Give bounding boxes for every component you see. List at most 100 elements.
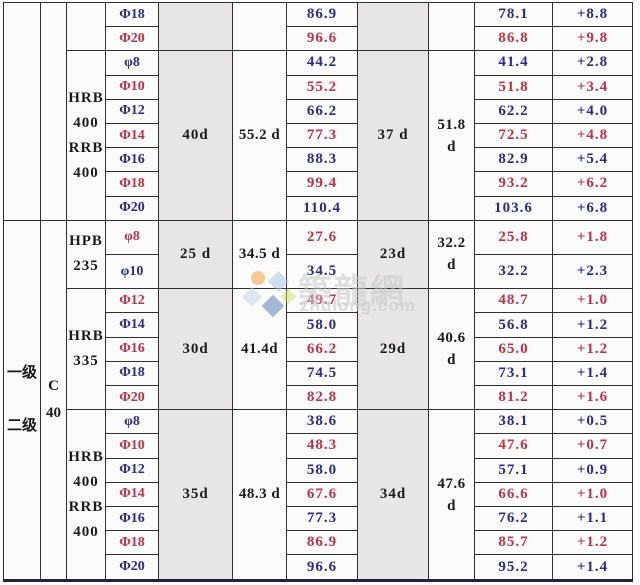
table-body: Φ18 86.9 78.1 +8.8 Φ20 96.6 86.8 +9.8 HRB 400 RRB 4…: [3, 1, 633, 582]
label-line: 40: [46, 404, 61, 421]
label-line: HPB: [69, 233, 103, 250]
diameter-cell: Φ14: [105, 312, 159, 338]
diameter-cell: φ8: [105, 50, 159, 76]
delta-cell: +1.1: [552, 505, 633, 532]
anchorage-value-cell: 86.9: [286, 1, 358, 28]
delta-cell: +1.2: [552, 336, 633, 362]
delta-cell: +4.8: [552, 122, 633, 149]
table-row: Φ18 86.9 78.1 +8.8: [3, 1, 633, 221]
anchorage-value-cell: 86.9: [286, 530, 358, 556]
delta-cell: +1.4: [552, 554, 633, 581]
lap-value-cell: 62.2: [474, 98, 553, 124]
lap-value-cell: 78.1: [474, 1, 553, 28]
diameter-cell: Φ18: [105, 1, 159, 28]
lap-value-cell: 38.1: [474, 409, 553, 435]
lap-length-cell: 51.8 d: [428, 50, 475, 221]
anchorage-value-cell: 48.3: [286, 433, 358, 459]
label-line: 335: [73, 353, 99, 370]
lap-value-cell: 76.2: [474, 505, 553, 532]
diameter-cell: Φ16: [105, 336, 159, 362]
anchorage-value-cell: 82.8: [286, 384, 358, 411]
lap-multiplier-cell: 23d: [357, 219, 429, 290]
lap-value-cell: 81.2: [474, 384, 553, 411]
label-line: d: [447, 138, 456, 155]
anchorage-value-cell: 66.2: [286, 336, 358, 362]
delta-cell: +1.0: [552, 481, 633, 507]
diameter-cell: Φ14: [105, 481, 159, 507]
anchorage-multiplier-cell: [158, 1, 233, 52]
diameter-cell: Φ20: [105, 195, 159, 221]
diameter-cell: φ10: [105, 253, 159, 290]
lap-value-cell: 85.7: [474, 530, 553, 556]
label-line: 32.2: [437, 235, 466, 252]
label-line: d: [447, 257, 456, 274]
label-line: 47.6: [437, 475, 466, 492]
lap-value-cell: 65.0: [474, 336, 553, 362]
delta-cell: +1.8: [552, 219, 633, 255]
lap-value-cell: 48.7: [474, 288, 553, 314]
lap-value-cell: 25.8: [474, 219, 553, 255]
label-line: C: [48, 377, 59, 394]
label-line: 400: [73, 114, 99, 131]
delta-cell: +6.2: [552, 171, 633, 197]
lap-value-cell: 51.8: [474, 74, 553, 100]
rebar-length-table: Φ18 86.9 78.1 +8.8 Φ20 96.6 86.8 +9.8 HRB 400 RRB 4…: [3, 1, 633, 582]
label-line: 二级: [6, 418, 37, 435]
lap-multiplier-cell: [357, 1, 429, 52]
anchorage-value-cell: 66.2: [286, 98, 358, 124]
anchorage-value-cell: 58.0: [286, 457, 358, 483]
anchorage-length-cell: 55.2 d: [232, 50, 287, 221]
steel-grade-cell: HRB 335: [66, 288, 106, 411]
lap-value-cell: 103.6: [474, 195, 553, 221]
delta-cell: +9.8: [552, 26, 633, 52]
diameter-cell: Φ20: [105, 26, 159, 52]
delta-cell: +0.7: [552, 433, 633, 459]
table-row: HRB 400 RRB 400 φ8 35d 48.3 d 38.6 34d 47.6 d 38.1 +…: [4, 409, 633, 581]
label-line: RRB: [68, 498, 104, 515]
table-row: Φ16 77.3 76.2 +1.1: [4, 505, 633, 532]
anchorage-length-cell: 41.4d: [232, 288, 287, 411]
delta-cell: +1.4: [552, 360, 633, 386]
label-line: 一级: [6, 365, 37, 382]
delta-cell: +0.9: [552, 457, 633, 483]
anchorage-value-cell: 99.4: [286, 171, 358, 197]
lap-length-cell: 40.6 d: [428, 288, 475, 411]
steel-grade-cell: HPB 235: [66, 219, 106, 290]
lap-value-cell: 95.2: [474, 554, 553, 581]
table-row: Φ10 55.2 51.8 +3.4: [4, 74, 633, 100]
diameter-cell: Φ18: [105, 171, 159, 197]
grade-level-cell: 一级 二级: [3, 219, 41, 582]
label-line: 400: [73, 164, 99, 181]
lap-value-cell: 47.6: [474, 433, 553, 459]
diameter-cell: Φ12: [105, 98, 159, 124]
table-row: Φ12 66.2 62.2 +4.0: [4, 98, 633, 124]
anchorage-value-cell: 96.6: [286, 26, 358, 52]
lap-multiplier-cell: 37 d: [357, 50, 429, 221]
anchorage-multiplier-cell: 30d: [158, 288, 233, 411]
anchorage-value-cell: 88.3: [286, 147, 358, 173]
delta-cell: +2.8: [552, 50, 633, 76]
diameter-cell: φ8: [105, 219, 159, 255]
anchorage-value-cell: 58.0: [286, 312, 358, 338]
lap-value-cell: 56.8: [474, 312, 553, 338]
diameter-cell: Φ12: [105, 457, 159, 483]
table-row: Φ20 82.8 81.2 +1.6: [4, 384, 633, 411]
lap-value-cell: 41.4: [474, 50, 553, 76]
anchorage-value-cell: 34.5: [286, 253, 358, 290]
label-line: d: [447, 497, 456, 514]
lap-value-cell: 57.1: [474, 457, 553, 483]
label-line: HRB: [68, 328, 104, 345]
lap-value-cell: 72.5: [474, 122, 553, 149]
diameter-cell: φ8: [105, 409, 159, 435]
anchorage-value-cell: 67.6: [286, 481, 358, 507]
table-row: Φ14 77.3 72.5 +4.8: [4, 122, 633, 149]
anchorage-value-cell: 27.6: [286, 219, 358, 255]
table-row: Φ20 96.6 95.2 +1.4: [4, 554, 633, 581]
table-row: Φ20 96.6 86.8 +9.8: [4, 26, 633, 52]
anchorage-value-cell: 44.2: [286, 50, 358, 76]
anchorage-value-cell: 55.2: [286, 74, 358, 100]
delta-cell: +0.5: [552, 409, 633, 435]
steel-grade-cell: HRB 400 RRB 400: [66, 50, 106, 221]
table-row: Φ10 48.3 47.6 +0.7: [4, 433, 633, 459]
